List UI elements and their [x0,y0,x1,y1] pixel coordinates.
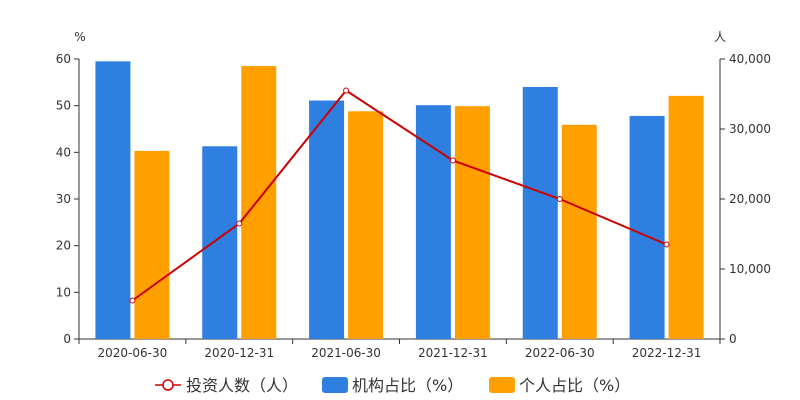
legend: 投资人数（人） 机构占比（%） 个人占比（%） [155,376,630,395]
investor-count-point [343,87,350,94]
investor-count-line [131,89,667,302]
right-tick-label: 0 [729,332,737,346]
legend-label: 投资人数（人） [186,376,298,395]
x-tick-label: 2022-06-30 [525,346,595,360]
x-tick-label: 2020-12-31 [204,346,274,360]
bar-individual [454,106,490,339]
bar-individual [561,124,597,339]
investor-count-point [556,196,563,202]
bar-institution [415,105,451,339]
x-tick-label: 2022-12-31 [632,346,702,360]
investor-count-point [449,157,456,164]
bar-institution [522,87,558,339]
investor-count-point [663,241,670,248]
left-tick-label: 10 [56,285,71,299]
legend-bar-swatch [322,377,348,393]
right-tick-label: 40,000 [729,52,771,66]
line-series [129,87,670,304]
left-tick-label: 20 [56,239,71,253]
left-tick-label: 30 [56,192,71,206]
bar-individual [241,66,277,339]
investor-count-point [236,220,243,227]
right-axis-unit: 人 [714,30,726,44]
legend-line-marker [162,379,174,391]
bars [95,61,704,340]
right-tick-label: 20,000 [729,192,771,206]
right-tick-label: 10,000 [729,262,771,276]
left-tick-label: 40 [56,145,71,159]
bar-institution [95,61,131,339]
x-tick-label: 2021-12-31 [418,346,488,360]
bar-institution [309,100,345,340]
axes: % 人 0 10 20 30 40 50 60 0 10,000 20,000 30,000 40,000… [56,30,771,360]
bar-individual [668,95,704,339]
legend-bar-swatch [489,377,515,393]
bar-institution [629,115,665,339]
investor-count-point [129,297,136,304]
bar-individual [134,150,170,339]
x-tick-label: 2020-06-30 [98,346,168,360]
left-tick-label: 0 [63,332,71,346]
left-tick-label: 50 [56,99,71,113]
legend-label: 个人占比（%） [519,376,630,395]
left-tick-label: 60 [56,52,71,66]
right-tick-label: 30,000 [729,122,771,136]
bar-individual [348,111,384,340]
x-tick-label: 2021-06-30 [311,346,381,360]
left-axis-unit: % [74,30,85,44]
bar-institution [202,146,238,339]
legend-label: 机构占比（%） [352,376,463,395]
